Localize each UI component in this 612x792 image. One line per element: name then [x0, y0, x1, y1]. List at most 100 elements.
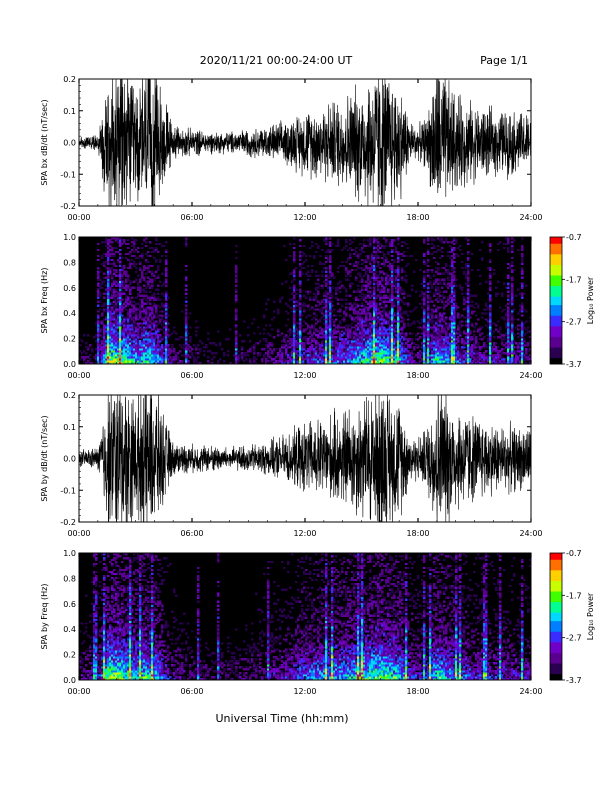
spectrogram-cell: [375, 348, 378, 351]
spectrogram-cell: [395, 298, 398, 301]
spectrogram-cell: [287, 312, 290, 315]
spectrogram-cell: [107, 350, 110, 353]
spectrogram-cell: [343, 362, 346, 365]
spectrogram-cell: [119, 256, 122, 260]
spectrogram-cell: [325, 237, 328, 240]
spectrogram-cell: [437, 296, 440, 299]
spectrogram-cell: [371, 256, 374, 260]
spectrogram-cell: [339, 354, 342, 357]
spectrogram-cell: [431, 334, 434, 337]
spectrogram-cell: [339, 308, 342, 311]
spectrogram-cell: [143, 284, 146, 287]
spectrogram-cell: [303, 294, 306, 297]
spectrogram-cell: [155, 344, 158, 347]
spectrogram-cell: [441, 238, 444, 242]
spectrogram-cell: [235, 300, 238, 303]
spectrogram-cell: [393, 348, 396, 351]
spectrogram-cell: [325, 300, 328, 303]
spectrogram-cell: [165, 342, 168, 345]
spectrogram-cell: [451, 300, 454, 303]
spectrogram-cell: [133, 280, 136, 283]
spectrogram-cell: [297, 300, 300, 303]
spectrogram-cell: [293, 272, 296, 275]
spectrogram-cell: [93, 356, 96, 359]
spectrogram-cell: [151, 316, 154, 319]
spectrogram-cell: [413, 322, 416, 325]
spectrogram-cell: [375, 258, 378, 262]
spectrogram-cell: [329, 336, 332, 339]
spectrogram-cell: [377, 334, 380, 337]
spectrogram-cell: [325, 266, 328, 270]
spectrogram-cell: [395, 338, 398, 341]
spectrogram-cell: [385, 350, 388, 353]
spectrogram-cell: [343, 320, 346, 323]
spectrogram-cell: [437, 320, 440, 323]
spectrogram-cell: [443, 332, 446, 335]
spectrogram-cell: [287, 360, 290, 363]
spectrogram-cell: [379, 336, 382, 339]
spectrogram-cell: [293, 288, 296, 291]
spectrogram-cell: [441, 340, 444, 343]
spectrogram-cell: [143, 342, 146, 345]
spectrogram-cell: [311, 336, 314, 339]
spectrogram-cell: [437, 350, 440, 353]
spectrogram-cell: [477, 352, 480, 355]
spectrogram-cell: [403, 350, 406, 353]
spectrogram-cell: [477, 268, 480, 272]
spectrogram-cell: [101, 340, 104, 343]
spectrogram-cell: [363, 306, 366, 309]
spectrogram-cell: [111, 274, 114, 277]
spectrogram-cell: [109, 258, 112, 262]
spectrogram-cell: [165, 272, 168, 275]
spectrogram-cell: [339, 334, 342, 337]
spectrogram-cell: [425, 324, 428, 327]
spectrogram-cell: [447, 298, 450, 301]
spectrogram-cell: [415, 290, 418, 293]
spectrogram-cell: [153, 296, 156, 299]
spectrogram-cell: [99, 362, 102, 365]
spectrogram-cell: [449, 296, 452, 299]
spectrogram-cell: [381, 356, 384, 359]
spectrogram-cell: [427, 340, 430, 343]
spectrogram-cell: [131, 344, 134, 347]
spectrogram-cell: [481, 356, 484, 359]
spectrogram-cell: [483, 358, 486, 361]
spectrogram-cell: [367, 258, 370, 262]
spectrogram-cell: [399, 342, 402, 345]
spectrogram-cell: [289, 358, 292, 361]
spectrogram-cell: [303, 310, 306, 313]
spectrogram-cell: [121, 266, 124, 270]
spectrogram-cell: [143, 362, 146, 365]
spectrogram-cell: [315, 298, 318, 301]
spectrogram-cell: [145, 320, 148, 323]
spectrogram-cell: [379, 292, 382, 295]
spectrogram-cell: [185, 268, 188, 272]
spectrogram-cell: [433, 324, 436, 327]
spectrogram-cell: [437, 334, 440, 337]
spectrogram-cell: [427, 306, 430, 309]
spectrogram-cell: [371, 356, 374, 359]
spectrogram-cell: [373, 350, 376, 353]
spectrogram-cell: [115, 308, 118, 311]
spectrogram-cell: [97, 258, 100, 262]
spectrogram-cell: [101, 240, 104, 244]
spectrogram-cell: [111, 290, 114, 293]
spectrogram-cell: [213, 342, 216, 345]
spectrogram-cell: [489, 308, 492, 311]
spectrogram-cell: [263, 354, 266, 357]
spectrogram-cell: [389, 352, 392, 355]
spectrogram-cell: [293, 328, 296, 331]
spectrogram-cell: [373, 306, 376, 309]
spectrogram-cell: [137, 334, 140, 337]
spectrogram-cell: [139, 260, 142, 264]
spectrogram-cell: [287, 330, 290, 333]
spectrogram-cell: [109, 254, 112, 258]
spectrogram-cell: [395, 286, 398, 289]
spectrogram-cell: [99, 344, 102, 347]
spectrogram-cell: [471, 322, 474, 325]
spectrogram-cell: [185, 352, 188, 355]
spectrogram-cell: [375, 328, 378, 331]
spectrogram-cell: [441, 354, 444, 357]
spectrogram-cell: [125, 270, 128, 274]
spectrogram-cell: [107, 262, 110, 266]
